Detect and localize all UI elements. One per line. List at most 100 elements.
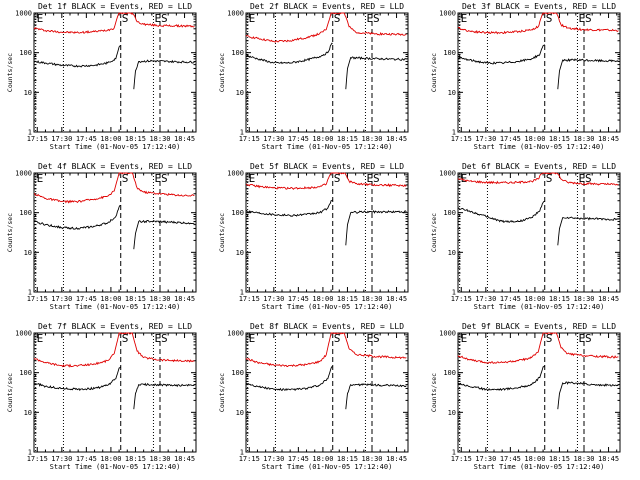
y-tick-label: 10 <box>448 409 456 417</box>
y-axis-label: Counts/sec <box>218 53 226 92</box>
x-tick-label: 17:45 <box>288 295 309 303</box>
marker-label: E <box>461 172 468 185</box>
marker-label: S <box>585 332 592 345</box>
y-tick-label: 1 <box>240 289 244 297</box>
marker-label: S <box>334 12 341 25</box>
x-tick-label: 18:15 <box>549 295 570 303</box>
x-tick-label: 18:00 <box>312 295 333 303</box>
plot-frame <box>33 12 197 133</box>
x-tick-label: 17:15 <box>239 135 260 143</box>
panel-det-2: Det 2f BLACK = Events, RED = LLD 1 10 100 10… <box>218 2 409 151</box>
x-tick-label: 18:15 <box>549 135 570 143</box>
x-tick-label: 17:45 <box>76 455 97 463</box>
y-axis-label: Counts/sec <box>218 213 226 252</box>
x-tick-label: 17:15 <box>451 295 472 303</box>
x-tick-label: 18:15 <box>337 295 358 303</box>
plot-frame <box>245 172 409 293</box>
x-tick-label: 17:15 <box>27 295 48 303</box>
y-tick-label: 10 <box>236 409 244 417</box>
x-tick-label: 17:15 <box>239 295 260 303</box>
marker-label: S <box>585 172 592 185</box>
marker-label: S <box>546 332 553 345</box>
marker-label: E <box>154 172 161 185</box>
series-lld <box>457 332 619 365</box>
marker-label: E <box>249 172 256 185</box>
y-tick-label: 10 <box>24 249 32 257</box>
series-lld <box>33 12 195 34</box>
y-tick-label: 1 <box>28 449 32 457</box>
x-tick-label: 17:45 <box>500 455 521 463</box>
series-events <box>457 365 619 410</box>
x-tick-label: 17:30 <box>263 135 284 143</box>
x-axis-label: Start Time (01-Nov-05 17:12:40) <box>262 463 393 471</box>
marker-label: E <box>578 12 585 25</box>
x-tick-label: 17:30 <box>263 455 284 463</box>
x-tick-label: 18:30 <box>149 135 170 143</box>
y-axis-label: Counts/sec <box>430 53 438 92</box>
marker-label: E <box>37 12 44 25</box>
panel-det-8: Det 8f BLACK = Events, RED = LLD 1 10 100 10… <box>218 322 409 471</box>
plot-frame <box>245 12 409 133</box>
y-axis-label: Counts/sec <box>6 373 14 412</box>
y-tick-label: 1 <box>452 449 456 457</box>
panel-title: Det 6f BLACK = Events, RED = LLD <box>462 162 616 171</box>
panel-title: Det 8f BLACK = Events, RED = LLD <box>250 322 404 331</box>
plot-frame <box>33 172 197 293</box>
x-tick-label: 17:30 <box>51 455 72 463</box>
plot-frame <box>33 332 197 453</box>
x-tick-label: 18:30 <box>361 295 382 303</box>
y-tick-label: 1000 <box>15 330 32 338</box>
marker-label: S <box>122 172 129 185</box>
panel-det-6: Det 6f BLACK = Events, RED = LLD 1 10 100 10… <box>430 162 621 311</box>
marker-label: S <box>373 172 380 185</box>
y-tick-label: 100 <box>231 209 244 217</box>
x-axis-label: Start Time (01-Nov-05 17:12:40) <box>474 303 605 311</box>
y-tick-label: 100 <box>231 49 244 57</box>
marker-label: E <box>578 172 585 185</box>
y-tick-label: 1 <box>240 129 244 137</box>
x-tick-label: 18:15 <box>549 455 570 463</box>
x-tick-label: 17:45 <box>76 295 97 303</box>
panel-title: Det 7f BLACK = Events, RED = LLD <box>38 322 192 331</box>
marker-label: E <box>37 332 44 345</box>
x-tick-label: 18:45 <box>386 135 407 143</box>
x-tick-label: 18:30 <box>149 295 170 303</box>
x-tick-label: 18:00 <box>100 295 121 303</box>
y-axis-label: Counts/sec <box>6 213 14 252</box>
series-lld <box>457 12 619 35</box>
x-tick-label: 18:30 <box>573 295 594 303</box>
marker-label: S <box>161 12 168 25</box>
series-lld <box>245 12 407 43</box>
x-tick-label: 18:15 <box>125 455 146 463</box>
marker-label: S <box>546 12 553 25</box>
panel-det-1: Det 1f BLACK = Events, RED = LLD 1 10 100 10… <box>6 2 197 151</box>
x-tick-label: 18:45 <box>598 135 619 143</box>
x-tick-label: 18:30 <box>573 135 594 143</box>
y-tick-label: 1 <box>28 289 32 297</box>
marker-label: E <box>249 12 256 25</box>
series-events <box>245 42 407 90</box>
y-tick-label: 10 <box>236 249 244 257</box>
x-tick-label: 17:15 <box>27 455 48 463</box>
panel-title: Det 2f BLACK = Events, RED = LLD <box>250 2 404 11</box>
y-tick-label: 1 <box>452 289 456 297</box>
x-tick-label: 18:00 <box>100 455 121 463</box>
x-tick-label: 17:15 <box>27 135 48 143</box>
plot-frame <box>457 332 621 453</box>
x-tick-label: 18:30 <box>361 455 382 463</box>
x-tick-label: 17:45 <box>500 135 521 143</box>
marker-label: E <box>366 172 373 185</box>
x-tick-label: 18:45 <box>174 135 195 143</box>
marker-label: S <box>161 332 168 345</box>
series-events <box>245 366 407 410</box>
y-tick-label: 1000 <box>227 170 244 178</box>
marker-label: E <box>37 172 44 185</box>
x-tick-label: 17:45 <box>500 295 521 303</box>
marker-label: E <box>154 12 161 25</box>
y-tick-label: 100 <box>19 369 32 377</box>
y-tick-label: 10 <box>236 89 244 97</box>
x-tick-label: 18:00 <box>524 135 545 143</box>
panel-title: Det 9f BLACK = Events, RED = LLD <box>462 322 616 331</box>
y-tick-label: 100 <box>19 49 32 57</box>
panel-title: Det 3f BLACK = Events, RED = LLD <box>462 2 616 11</box>
